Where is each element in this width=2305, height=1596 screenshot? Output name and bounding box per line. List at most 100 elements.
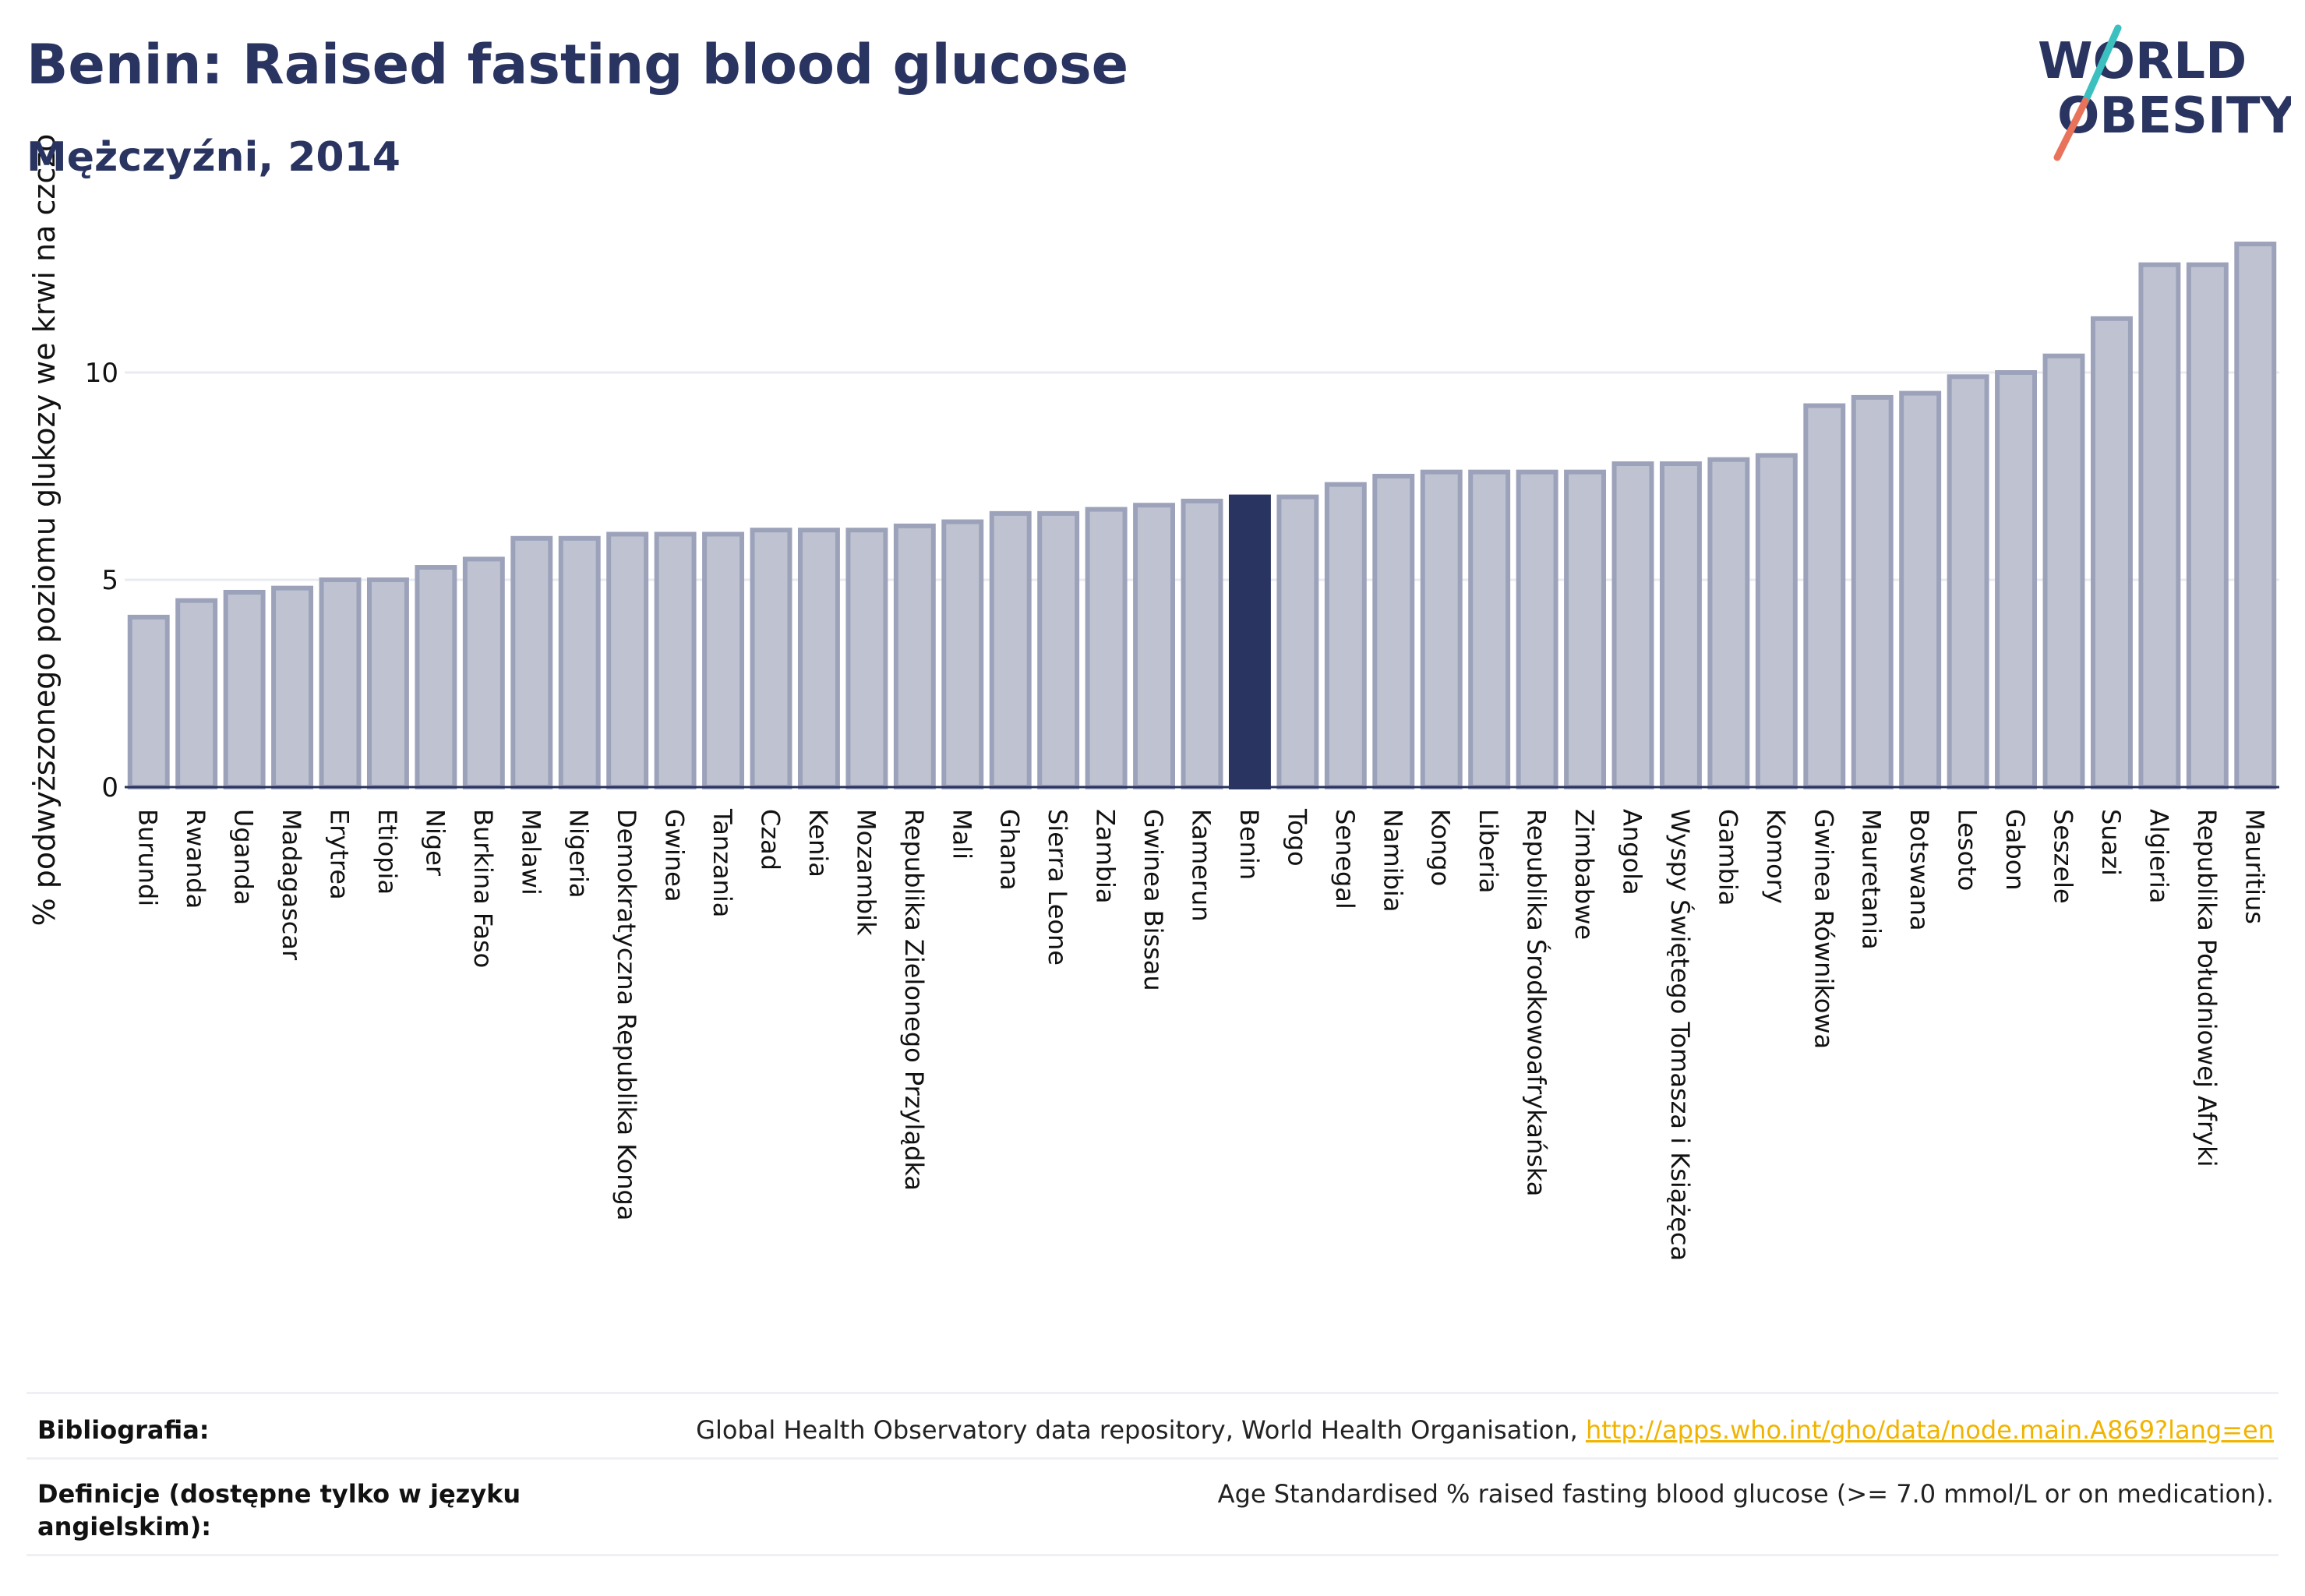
x-tick-label: Suazi [2096, 809, 2126, 876]
bar [989, 510, 1032, 789]
x-tick-label: Botswana [1904, 809, 1934, 930]
bar [2042, 353, 2085, 790]
bibliography-link[interactable]: http://apps.who.int/gho/data/node.main.A… [1585, 1415, 2274, 1445]
bar [1851, 394, 1894, 789]
definitions-value: Age Standardised % raised fasting blood … [1217, 1479, 2274, 1509]
x-tick-label: Gwinea Równikowa [1809, 809, 1838, 1049]
x-tick-label: Wyspy Świętego Tomasza i Książęca [1665, 809, 1696, 1261]
x-tick-label: Gwinea Bissau [1138, 809, 1168, 991]
bar [2186, 262, 2229, 789]
footer-divider-bottom [26, 1554, 2279, 1556]
logo-slash-coral [2053, 97, 2089, 161]
x-tick-label: Gambia [1713, 809, 1742, 906]
bar [2090, 316, 2133, 789]
y-axis-label: % podwyższonego poziomu glukozy we krwi … [27, 134, 62, 927]
logo-slash-teal [2081, 24, 2122, 105]
y-tick-label: 10 [85, 358, 118, 389]
bar [271, 585, 314, 790]
x-tick-label: Lesoto [1953, 809, 1982, 891]
x-tick-label: Angola [1618, 809, 1647, 895]
x-tick-label: Demokratyczna Republika Konga [612, 809, 641, 1220]
x-tick-label: Erytrea [325, 809, 355, 900]
bar [654, 531, 697, 789]
logo-line1: WORLD [2038, 33, 2247, 90]
x-tick-label: Togo [1282, 808, 1311, 867]
bar [1995, 370, 2038, 789]
bar [2138, 262, 2181, 789]
bar [1420, 469, 1463, 789]
bar [1611, 461, 1654, 789]
x-tick-label: Gwinea [660, 809, 690, 902]
bar [1372, 474, 1415, 789]
bar [1899, 390, 1942, 789]
bar [1085, 507, 1128, 789]
x-tick-label: Kenia [803, 809, 833, 877]
x-tick-label: Republika Środkowoafrykańska [1522, 809, 1552, 1196]
x-tick-label: Uganda [229, 809, 259, 906]
bar [750, 528, 792, 789]
x-tick-label: Etiopia [372, 809, 402, 895]
x-tick-label: Gabon [2000, 809, 2030, 891]
x-tick-label: Niger [420, 809, 450, 877]
chart-title: Benin: Raised fasting blood glucose [26, 33, 1129, 97]
bar [319, 577, 362, 789]
bar [606, 531, 649, 789]
x-tick-label: Madagascar [277, 809, 306, 961]
bar [510, 535, 553, 789]
bibliography-text: Global Health Observatory data repositor… [696, 1415, 1586, 1445]
bar [2234, 242, 2277, 789]
bar [1037, 510, 1080, 789]
bar [462, 556, 505, 790]
x-tick-label: Burkina Faso [468, 809, 498, 968]
x-tick-label: Komory [1761, 809, 1791, 904]
x-tick-label: Seszele [2049, 809, 2078, 904]
x-tick-label: Republika Zielonego Przylądka [899, 809, 929, 1191]
bar [1803, 403, 1846, 789]
bar [1516, 469, 1558, 789]
x-tick-label: Sierra Leone [1043, 809, 1072, 966]
bar [1755, 453, 1798, 790]
x-tick-label: Mali [947, 809, 976, 860]
bibliography-label: Bibliografia: [37, 1415, 210, 1445]
x-tick-label: Mauritius [2240, 809, 2269, 924]
bar [893, 523, 936, 790]
x-tick-labels: Burundi Rwanda Uganda Madagascar Erytrea Etio… [133, 808, 2270, 1261]
footer-divider-top [26, 1392, 2279, 1394]
bar [702, 531, 745, 789]
x-tick-label: Ghana [995, 809, 1025, 891]
x-tick-label: Nigeria [564, 809, 594, 898]
bibliography-value: Global Health Observatory data repositor… [696, 1414, 2274, 1446]
bar [223, 589, 266, 790]
bar [1947, 374, 1989, 789]
bar [797, 528, 840, 789]
x-tick-label: Tanzania [708, 808, 737, 917]
bar [845, 528, 888, 789]
world-obesity-logo: WORLD OBESITY [2038, 24, 2291, 161]
bars [127, 242, 2277, 790]
bar [1324, 482, 1367, 789]
bar [558, 535, 601, 789]
x-tick-label: Zimbabwe [1569, 809, 1599, 940]
logo-line2: OBESITY [2057, 87, 2291, 145]
x-tick-label: Malawi [516, 809, 545, 895]
bar [1659, 461, 1702, 789]
x-tick-label: Algieria [2144, 809, 2173, 903]
bar [1181, 498, 1223, 789]
x-tick-label: Zambia [1091, 809, 1121, 904]
bar [1276, 494, 1319, 789]
definitions-label: Definicje (dostępne tylko w języku angie… [37, 1479, 521, 1541]
x-tick-label: Burundi [133, 809, 163, 906]
bar [941, 519, 984, 790]
bar [1707, 457, 1750, 789]
bar [1564, 469, 1607, 789]
x-tick-label: Senegal [1330, 809, 1360, 909]
bar [366, 577, 409, 789]
x-tick-label: Rwanda [181, 809, 210, 909]
y-tick-labels: 0 5 10 [85, 358, 118, 803]
x-tick-label: Benin [1234, 809, 1264, 880]
x-tick-label: Kamerun [1187, 809, 1216, 922]
chart-subtitle: Mężczyźni, 2014 [26, 134, 401, 181]
y-tick-label: 5 [101, 565, 118, 596]
bar-highlight [1228, 494, 1271, 789]
x-tick-label: Republika Południowej Afryki [2192, 809, 2222, 1167]
